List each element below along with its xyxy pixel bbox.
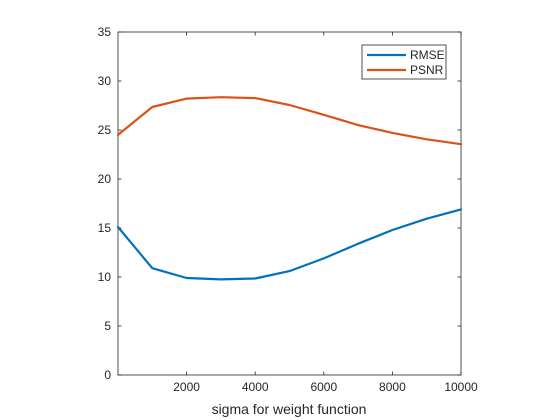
plot-area — [117, 31, 462, 376]
y-tick-label: 0 — [104, 368, 111, 382]
x-tick-label: 8000 — [379, 380, 406, 394]
y-tick-label: 15 — [98, 221, 112, 235]
y-tick-label: 5 — [104, 319, 111, 333]
y-tick-label: 10 — [98, 270, 112, 284]
x-tick-label: 6000 — [310, 380, 337, 394]
x-axis-label: sigma for weight function — [212, 401, 367, 417]
legend-label-rmse: RMSE — [410, 48, 445, 62]
legend-label-psnr: PSNR — [410, 63, 444, 77]
y-tick-label: 25 — [98, 123, 112, 137]
y-tick-label: 20 — [98, 172, 112, 186]
legend-box — [361, 44, 447, 80]
y-tick-label: 35 — [98, 25, 112, 39]
series-line-psnr — [116, 96, 463, 146]
x-tick-label: 10000 — [444, 380, 478, 394]
series-line-rmse — [116, 208, 463, 281]
x-tick-label: 2000 — [173, 380, 200, 394]
y-tick-label: 30 — [98, 74, 112, 88]
x-tick-label: 4000 — [242, 380, 269, 394]
